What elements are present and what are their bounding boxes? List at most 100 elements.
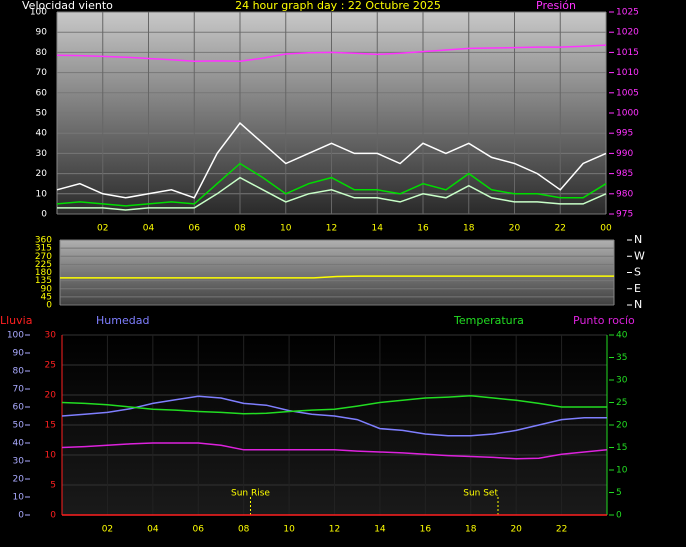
x-tick-label: 08	[238, 525, 250, 535]
y-tick-label: 10	[45, 451, 57, 461]
x-tick-label: 18	[463, 224, 475, 234]
wind-label: Velocidad viento	[22, 0, 113, 12]
series-line	[57, 176, 607, 211]
chart-title: 24 hour graph day : 22 Octubre 2025	[235, 0, 441, 12]
y-tick-label: W	[634, 249, 645, 262]
x-tick-label: 10	[280, 224, 292, 234]
series-line	[61, 395, 607, 437]
y-tick-label: 40	[13, 439, 25, 449]
y-tick-label: 990	[616, 149, 633, 159]
x-tick-label: 16	[417, 224, 429, 234]
y-tick-label: 20	[13, 475, 25, 485]
x-tick-label: 12	[326, 224, 337, 234]
y-tick-label: 5	[616, 488, 622, 498]
x-tick-label: 14	[372, 224, 384, 234]
x-tick-label: 02	[102, 525, 113, 535]
x-tick-label: 14	[374, 525, 386, 535]
y-tick-label: 270	[35, 252, 52, 262]
x-tick-label: 16	[420, 525, 432, 535]
series-line	[61, 395, 607, 415]
y-tick-label: 0	[50, 511, 56, 521]
y-tick-label: 80	[13, 367, 25, 377]
x-tick-label: 02	[97, 224, 108, 234]
x-tick-label: 06	[193, 525, 205, 535]
y-tick-label: 985	[616, 169, 633, 179]
y-tick-label: 0	[46, 301, 52, 311]
annotation-label: Sun Rise	[231, 489, 270, 499]
y-tick-label: 100	[30, 8, 47, 18]
y-tick-label: 10	[36, 189, 48, 199]
x-tick-label: 22	[555, 224, 566, 234]
y-tick-label: 30	[36, 149, 48, 159]
y-tick-label: 1015	[616, 48, 639, 58]
pressure-label: Presión	[536, 0, 576, 12]
y-tick-label: 20	[616, 421, 628, 431]
series-line	[56, 122, 607, 199]
x-tick-label: 20	[509, 224, 521, 234]
series-line	[56, 162, 607, 207]
x-tick-label: 10	[283, 525, 295, 535]
y-tick-label: 30	[13, 457, 25, 467]
y-tick-label: 15	[616, 443, 627, 453]
y-tick-label: E	[634, 282, 641, 295]
y-tick-label: 315	[35, 244, 52, 254]
y-tick-label: 35	[616, 353, 627, 363]
y-tick-label: 980	[616, 189, 633, 199]
y-tick-label: 1025	[616, 8, 639, 18]
y-tick-label: 10	[616, 466, 628, 476]
y-tick-label: 180	[35, 268, 52, 278]
y-tick-label: 0	[41, 210, 47, 220]
y-tick-label: N	[634, 233, 642, 246]
legend-label: Lluvia	[0, 314, 32, 327]
x-tick-label: 04	[143, 224, 155, 234]
y-tick-label: 25	[45, 361, 56, 371]
legend-label: Temperatura	[453, 314, 524, 327]
y-tick-label: 40	[36, 129, 48, 139]
y-tick-label: 30	[616, 376, 628, 386]
y-tick-label: 1020	[616, 28, 639, 38]
y-tick-label: 70	[13, 385, 25, 395]
series-line	[60, 275, 614, 279]
x-tick-label: 08	[234, 224, 246, 234]
y-tick-label: N	[634, 298, 642, 311]
y-tick-label: 1005	[616, 88, 639, 98]
y-tick-label: 100	[7, 331, 24, 341]
y-tick-label: 15	[45, 421, 56, 431]
series-line	[61, 442, 608, 460]
x-tick-label: 22	[556, 525, 567, 535]
x-tick-label: 00	[600, 224, 612, 234]
y-tick-label: 360	[35, 236, 52, 246]
y-tick-label: 20	[45, 391, 57, 401]
y-tick-label: 25	[616, 398, 627, 408]
y-tick-label: 50	[36, 109, 48, 119]
y-tick-label: 40	[616, 331, 628, 341]
y-tick-label: 60	[13, 403, 25, 413]
y-tick-label: 10	[13, 493, 25, 503]
y-tick-label: 225	[35, 260, 52, 270]
y-tick-label: 1010	[616, 68, 639, 78]
y-tick-label: 90	[41, 284, 53, 294]
legend-label: Humedad	[96, 314, 149, 327]
y-tick-label: 90	[13, 349, 25, 359]
y-tick-label: 135	[35, 276, 52, 286]
x-tick-label: 04	[147, 525, 159, 535]
y-tick-label: 0	[18, 511, 24, 521]
x-tick-label: 20	[510, 525, 522, 535]
legend-label: Punto rocío	[573, 314, 635, 327]
y-tick-label: 5	[50, 481, 56, 491]
x-tick-label: 18	[465, 525, 477, 535]
y-tick-label: 80	[36, 48, 48, 58]
y-tick-label: 20	[36, 169, 48, 179]
y-tick-label: 60	[36, 88, 48, 98]
y-tick-label: S	[634, 266, 641, 279]
annotation-label: Sun Set	[463, 489, 498, 499]
y-tick-label: 995	[616, 129, 633, 139]
x-tick-label: 12	[329, 525, 340, 535]
y-tick-label: 975	[616, 210, 633, 220]
y-tick-label: 30	[45, 331, 57, 341]
y-tick-label: 0	[616, 511, 622, 521]
y-tick-label: 45	[41, 292, 52, 302]
y-tick-label: 50	[13, 421, 25, 431]
